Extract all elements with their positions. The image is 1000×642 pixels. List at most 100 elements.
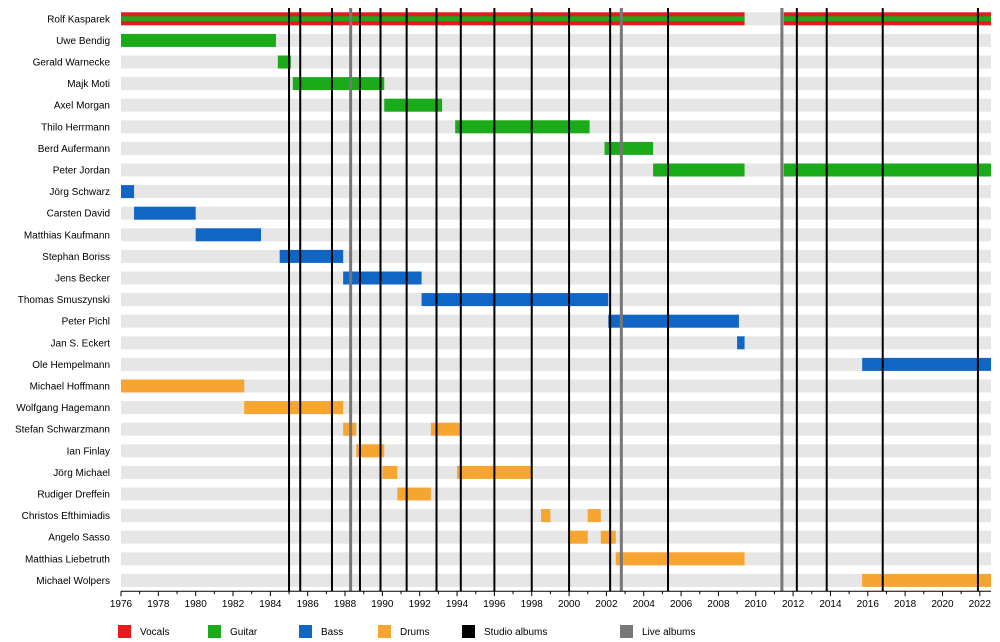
member-label: Jan S. Eckert (51, 338, 111, 349)
member-label: Gerald Warnecke (33, 58, 111, 69)
member-label: Michael Hoffmann (30, 382, 110, 393)
row-band (121, 465, 991, 479)
row-band (121, 228, 991, 242)
member-label: Matthias Kaufmann (24, 230, 110, 241)
x-tick-label: 2020 (931, 599, 954, 610)
bar-drums (382, 465, 398, 479)
x-tick-label: 2006 (670, 599, 693, 610)
bar-bass (134, 206, 196, 220)
bar-drums (244, 401, 344, 415)
legend-label-vocals: Vocals (140, 627, 169, 638)
member-label: Peter Pichl (62, 317, 110, 328)
member-label: Peter Jordan (53, 166, 110, 177)
row-band (121, 33, 991, 47)
member-label: Michael Wolpers (36, 576, 110, 587)
row-band (121, 573, 991, 587)
member-label: Jörg Schwarz (49, 187, 110, 198)
row-band (121, 314, 991, 328)
bar-guitar (121, 33, 276, 47)
x-tick-label: 1988 (334, 599, 357, 610)
bar-bass (862, 357, 991, 371)
bar-drums (121, 379, 245, 393)
row-band (121, 487, 991, 501)
legend-swatch-guitar (208, 625, 221, 638)
row-band (121, 552, 991, 566)
member-label: Thilo Herrmann (41, 122, 110, 133)
bar-bass (421, 293, 609, 307)
member-label: Majk Moti (67, 79, 110, 90)
bar-guitar (121, 16, 745, 22)
bar-guitar (653, 163, 745, 177)
x-tick-label: 2018 (894, 599, 917, 610)
bar-bass (195, 228, 262, 242)
legend-label-bass: Bass (321, 627, 343, 638)
legend-swatch-drums (378, 625, 391, 638)
bar-drums (430, 422, 461, 436)
member-label: Ian Finlay (67, 446, 110, 457)
bar-guitar (455, 120, 590, 134)
member-label: Carsten David (47, 209, 110, 220)
x-tick-label: 1996 (483, 599, 506, 610)
row-band (121, 98, 991, 112)
bar-drums (356, 444, 385, 458)
bar-drums (541, 509, 551, 523)
row-band (121, 422, 991, 436)
member-label: Thomas Smuszynski (18, 295, 110, 306)
x-tick-label: 1994 (446, 599, 469, 610)
row-band (121, 249, 991, 263)
legend-swatch-studio (462, 625, 475, 638)
bar-bass (121, 185, 135, 199)
x-axis: 1976 1978 1980 1982 1984 1986 1988 1990 1992 1994… (110, 590, 991, 610)
x-tick-label: 1980 (185, 599, 208, 610)
member-label: Uwe Bendig (56, 36, 110, 47)
legend-label-studio: Studio albums (484, 627, 547, 638)
bar-drums (862, 573, 991, 587)
legend-swatch-bass (299, 625, 312, 638)
x-tick-label: 2012 (782, 599, 805, 610)
member-bars (121, 12, 991, 587)
member-label: Stephan Boriss (42, 252, 110, 263)
row-bands (121, 12, 991, 587)
x-tick-label: 2016 (857, 599, 880, 610)
x-tick-label: 1986 (297, 599, 320, 610)
bar-bass (343, 271, 422, 285)
x-tick-label: 2010 (745, 599, 768, 610)
member-label: Ole Hempelmann (32, 360, 110, 371)
x-tick-label: 1998 (521, 599, 544, 610)
row-band (121, 530, 991, 544)
bar-drums (587, 509, 601, 523)
row-band (121, 509, 991, 523)
member-label: Jens Becker (55, 274, 111, 285)
member-label: Christos Efthimiadis (22, 511, 110, 522)
legend-label-drums: Drums (400, 627, 429, 638)
bar-guitar (604, 141, 654, 155)
x-tick-label: 1978 (147, 599, 170, 610)
member-label: Angelo Sasso (48, 533, 110, 544)
member-label: Jörg Michael (53, 468, 110, 479)
x-tick-label: 2014 (819, 599, 842, 610)
x-tick-label: 1982 (222, 599, 245, 610)
bar-drums (569, 530, 588, 544)
legend: Vocals Guitar Bass Drums Studio albums Live a… (118, 625, 695, 638)
legend-swatch-vocals (118, 625, 131, 638)
member-label: Berd Aufermann (38, 144, 110, 155)
x-tick-label: 1990 (371, 599, 394, 610)
member-label: Stefan Schwarzmann (15, 425, 110, 436)
bar-bass (279, 249, 344, 263)
member-label: Rolf Kasparek (47, 14, 111, 25)
row-band (121, 77, 991, 91)
member-labels: Rolf Kasparek Uwe Bendig Gerald Warnecke Ma… (15, 14, 111, 587)
x-tick-label: 1984 (259, 599, 282, 610)
bar-drums (397, 487, 431, 501)
row-band (121, 357, 991, 371)
bar-guitar (783, 16, 991, 22)
legend-label-live: Live albums (642, 627, 695, 638)
row-band (121, 336, 991, 350)
row-band (121, 163, 991, 177)
bar-guitar (277, 55, 291, 69)
row-band (121, 141, 991, 155)
row-band (121, 206, 991, 220)
x-tick-label: 1992 (409, 599, 432, 610)
row-band (121, 271, 991, 285)
bar-bass (737, 336, 745, 350)
